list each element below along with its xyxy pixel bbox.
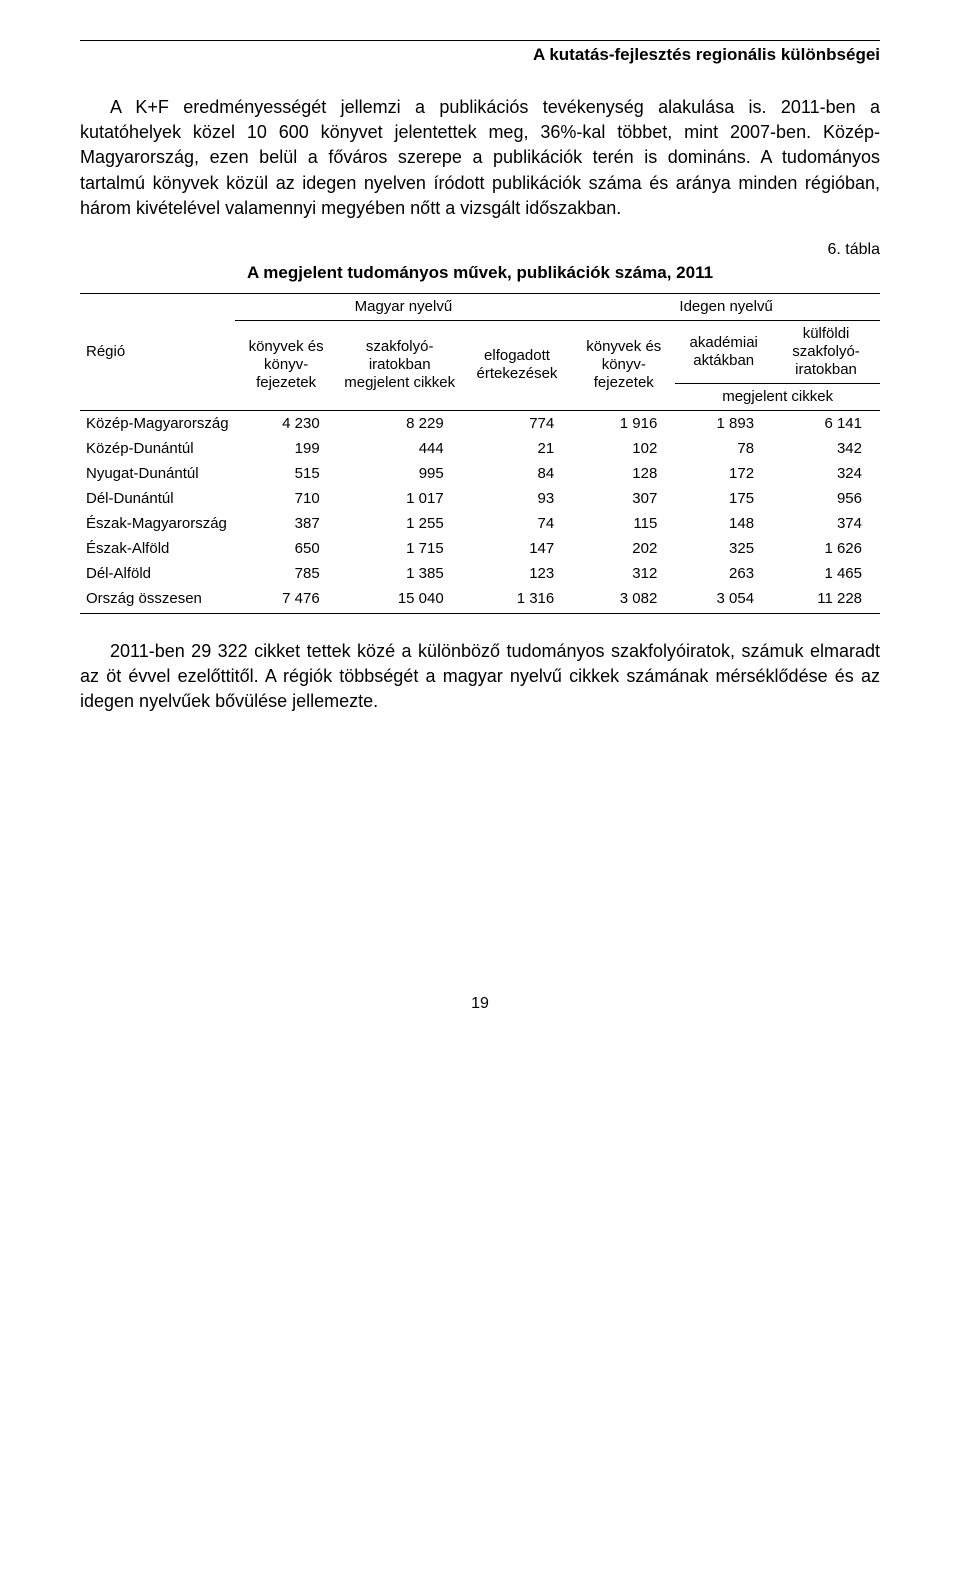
- table-title: A megjelent tudományos művek, publikáció…: [80, 263, 880, 283]
- cell-value: 74: [462, 511, 573, 536]
- cell-value: 15 040: [338, 586, 462, 614]
- cell-value: 199: [235, 436, 338, 461]
- paragraph-1: A K+F eredményességét jellemzi a publiká…: [80, 95, 880, 221]
- th-dissertations: elfogadott értekezések: [462, 320, 573, 410]
- table-label: 6. tábla: [80, 241, 880, 259]
- cell-value: 1 316: [462, 586, 573, 614]
- table-row: Észak-Magyarország3871 25574115148374: [80, 511, 880, 536]
- cell-value: 3 054: [675, 586, 772, 614]
- paragraph-2: 2011-ben 29 322 cikket tettek közé a kül…: [80, 639, 880, 715]
- cell-value: 650: [235, 536, 338, 561]
- cell-value: 307: [572, 486, 675, 511]
- cell-value: 312: [572, 561, 675, 586]
- cell-value: 123: [462, 561, 573, 586]
- cell-value: 128: [572, 461, 675, 486]
- table-row: Észak-Alföld6501 7151472023251 626: [80, 536, 880, 561]
- th-hungarian: Magyar nyelvű: [235, 293, 573, 320]
- cell-value: 1 255: [338, 511, 462, 536]
- th-books-for: könyvek és könyv-fejezetek: [572, 320, 675, 410]
- table-row: Dél-Dunántúl7101 01793307175956: [80, 486, 880, 511]
- cell-value: 115: [572, 511, 675, 536]
- cell-value: 342: [772, 436, 880, 461]
- cell-value: 8 229: [338, 410, 462, 436]
- cell-value: 4 230: [235, 410, 338, 436]
- cell-value: 1 715: [338, 536, 462, 561]
- cell-value: 387: [235, 511, 338, 536]
- cell-value: 515: [235, 461, 338, 486]
- cell-region: Dél-Alföld: [80, 561, 235, 586]
- publications-table: Régió Magyar nyelvű Idegen nyelvű könyve…: [80, 293, 880, 614]
- cell-value: 147: [462, 536, 573, 561]
- cell-region: Nyugat-Dunántúl: [80, 461, 235, 486]
- th-region: Régió: [80, 293, 235, 410]
- cell-region: Észak-Magyarország: [80, 511, 235, 536]
- cell-value: 172: [675, 461, 772, 486]
- cell-value: 1 893: [675, 410, 772, 436]
- table-row: Ország összesen7 47615 0401 3163 0823 05…: [80, 586, 880, 614]
- cell-value: 956: [772, 486, 880, 511]
- table-row: Dél-Alföld7851 3851233122631 465: [80, 561, 880, 586]
- cell-value: 84: [462, 461, 573, 486]
- header-rule: [80, 40, 880, 41]
- cell-value: 93: [462, 486, 573, 511]
- page-header-title: A kutatás-fejlesztés regionális különbsé…: [80, 45, 880, 65]
- table-body: Közép-Magyarország4 2308 2297741 9161 89…: [80, 410, 880, 613]
- cell-value: 102: [572, 436, 675, 461]
- cell-value: 202: [572, 536, 675, 561]
- th-kulfoldi: külföldi szakfolyó-iratokban: [772, 320, 880, 383]
- cell-region: Közép-Dunántúl: [80, 436, 235, 461]
- cell-region: Dél-Dunántúl: [80, 486, 235, 511]
- cell-value: 444: [338, 436, 462, 461]
- cell-region: Észak-Alföld: [80, 536, 235, 561]
- cell-value: 78: [675, 436, 772, 461]
- cell-value: 325: [675, 536, 772, 561]
- cell-value: 148: [675, 511, 772, 536]
- cell-value: 324: [772, 461, 880, 486]
- th-foreign: Idegen nyelvű: [572, 293, 880, 320]
- cell-value: 175: [675, 486, 772, 511]
- cell-value: 21: [462, 436, 573, 461]
- cell-value: 263: [675, 561, 772, 586]
- cell-value: 1 385: [338, 561, 462, 586]
- page-number: 19: [80, 995, 880, 1013]
- table-row: Nyugat-Dunántúl51599584128172324: [80, 461, 880, 486]
- cell-region: Közép-Magyarország: [80, 410, 235, 436]
- th-akademiai: akadémiai aktákban: [675, 320, 772, 383]
- cell-value: 995: [338, 461, 462, 486]
- cell-value: 7 476: [235, 586, 338, 614]
- cell-value: 6 141: [772, 410, 880, 436]
- cell-value: 774: [462, 410, 573, 436]
- cell-value: 1 916: [572, 410, 675, 436]
- cell-value: 1 626: [772, 536, 880, 561]
- table-row: Közép-Dunántúl1994442110278342: [80, 436, 880, 461]
- cell-value: 1 017: [338, 486, 462, 511]
- cell-value: 785: [235, 561, 338, 586]
- th-megjelent: megjelent cikkek: [675, 383, 880, 410]
- th-journals-hu: szakfolyó-iratokban megjelent cikkek: [338, 320, 462, 410]
- cell-value: 11 228: [772, 586, 880, 614]
- cell-value: 374: [772, 511, 880, 536]
- cell-value: 710: [235, 486, 338, 511]
- cell-value: 1 465: [772, 561, 880, 586]
- th-books-hu: könyvek és könyv-fejezetek: [235, 320, 338, 410]
- cell-value: 3 082: [572, 586, 675, 614]
- table-row: Közép-Magyarország4 2308 2297741 9161 89…: [80, 410, 880, 436]
- cell-region: Ország összesen: [80, 586, 235, 614]
